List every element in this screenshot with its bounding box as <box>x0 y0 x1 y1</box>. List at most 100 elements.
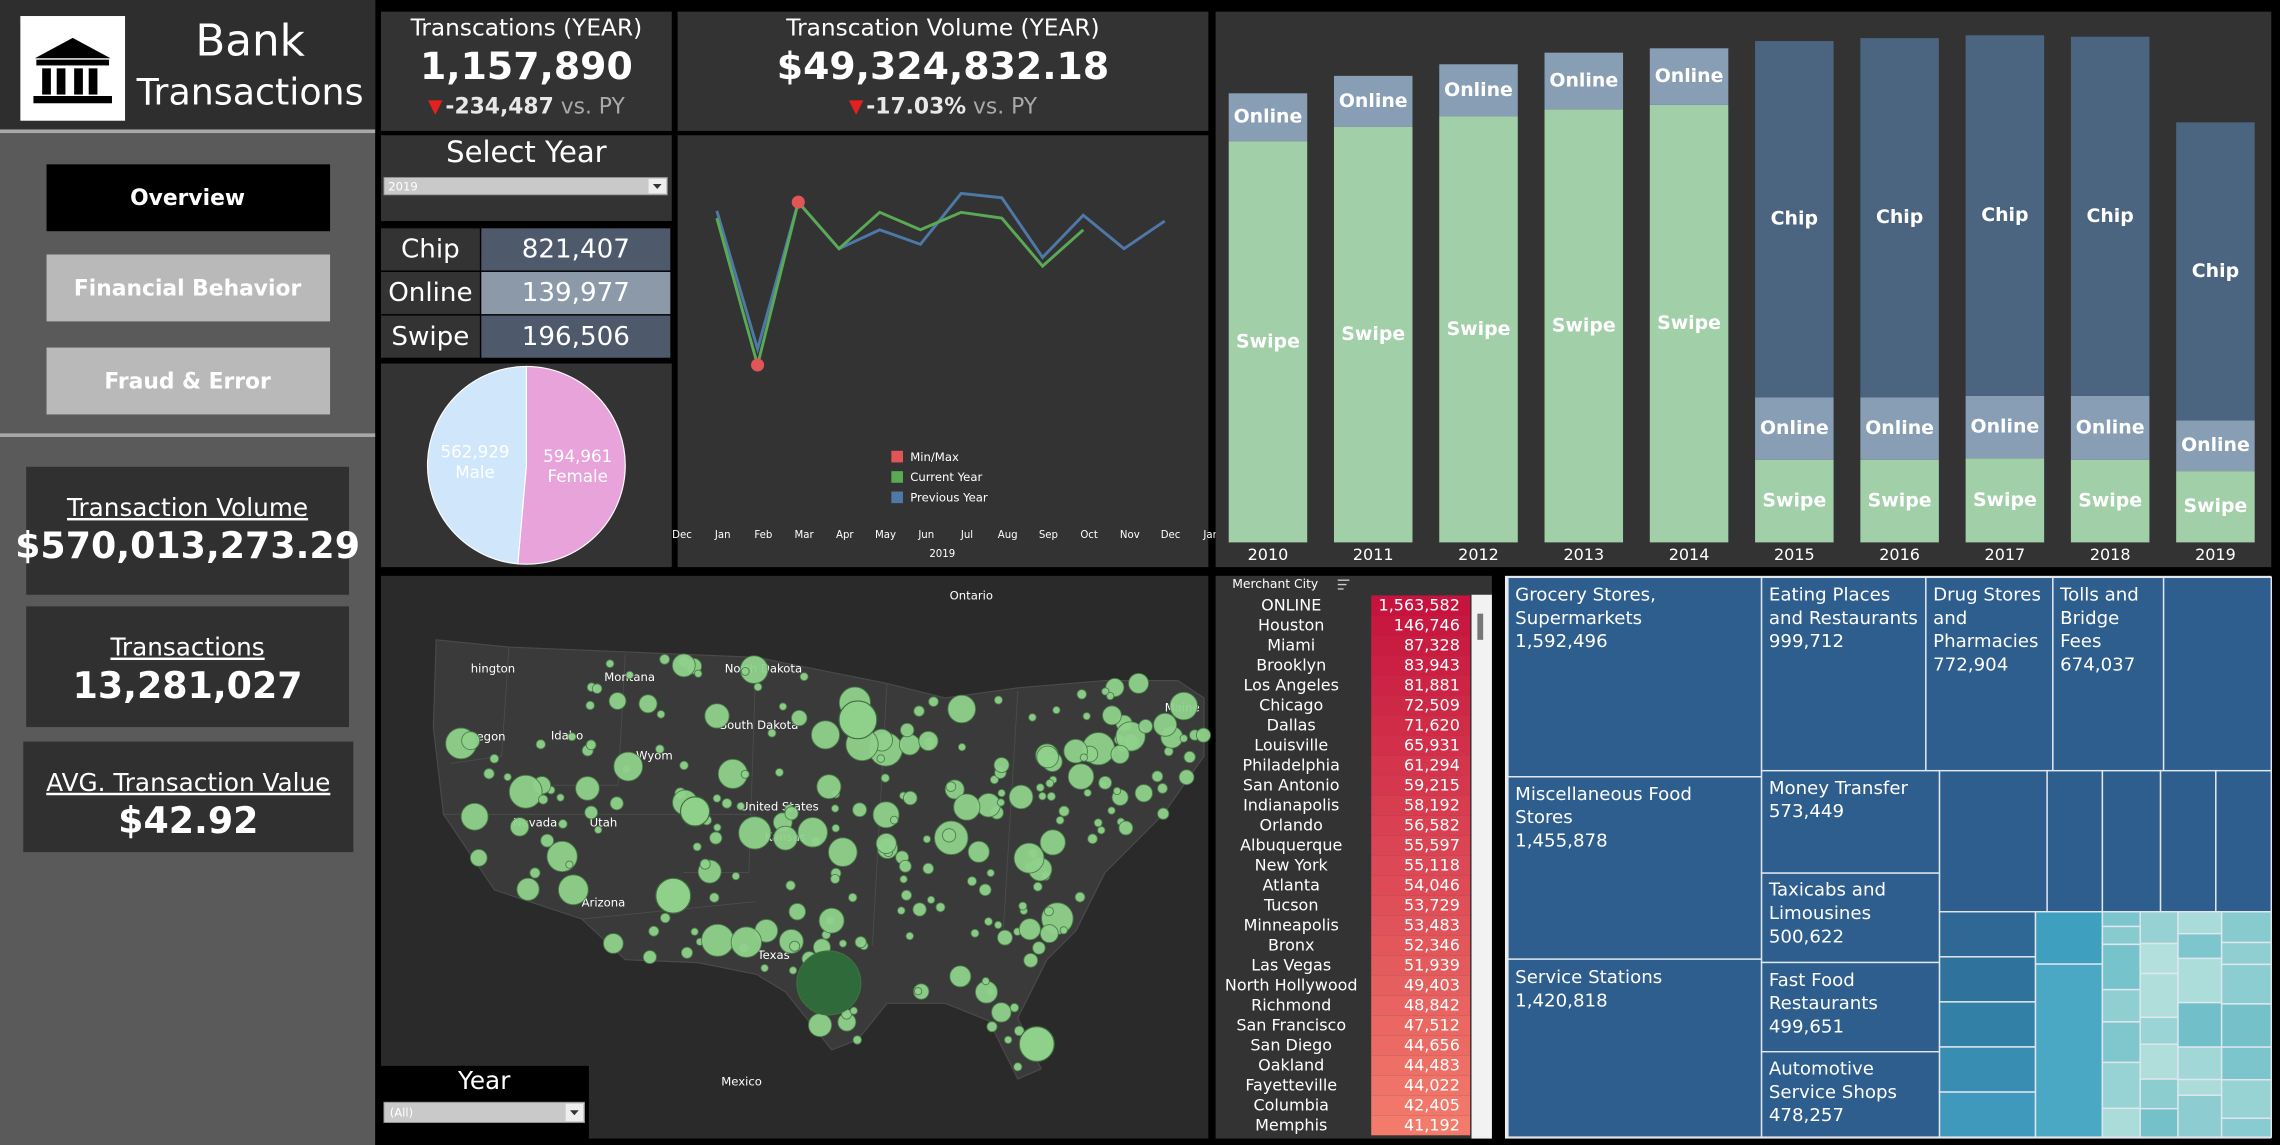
logo-icon <box>34 37 111 59</box>
dropdown[interactable] <box>383 1101 585 1124</box>
x-tick-label: Jun <box>917 530 934 541</box>
bar-segment-label: Swipe <box>1341 323 1405 345</box>
treemap-value: 499,651 <box>1768 1014 1845 1037</box>
map-bubble <box>591 683 603 694</box>
treemap-cell <box>1760 1050 1941 1138</box>
treemap-cell <box>1938 1001 2037 1048</box>
map-bubble <box>838 939 848 948</box>
treemap-cell <box>1938 1091 2037 1138</box>
city-value-cell <box>1371 1035 1471 1056</box>
map-bubble <box>690 927 699 936</box>
bar-segment <box>1965 458 2045 543</box>
map-bubble <box>1018 901 1028 911</box>
nav-button[interactable] <box>46 254 331 322</box>
map-bubble <box>816 774 842 800</box>
dropdown-value[interactable]: 2019 <box>388 179 418 193</box>
bar-segment <box>2176 471 2255 543</box>
city-value: 61,294 <box>1404 755 1460 774</box>
city-value: 53,483 <box>1404 915 1460 934</box>
map-bubble <box>1153 712 1178 737</box>
treemap-value: 500,622 <box>1768 925 1845 948</box>
map-bubble <box>613 751 644 782</box>
city-name: Atlanta <box>1263 875 1320 894</box>
nav-button-label[interactable]: Overview <box>130 186 245 211</box>
map-bubble <box>538 794 549 805</box>
map-bubble <box>922 862 935 875</box>
city-value: 55,597 <box>1404 835 1460 854</box>
dropdown-value[interactable]: (All) <box>390 1106 413 1120</box>
nav-button-label[interactable]: Fraud & Error <box>104 369 271 394</box>
bar-segment-label: Online <box>1339 90 1408 112</box>
map-bubble <box>849 1006 858 1015</box>
x-group-label: 2019 <box>929 549 955 560</box>
map-bubble <box>1074 891 1086 903</box>
map-bubble <box>1013 1062 1023 1072</box>
treemap-cell <box>2052 576 2165 772</box>
map-bubble <box>1032 881 1043 892</box>
map-bubble <box>900 722 915 738</box>
min-max-marker <box>791 195 805 209</box>
bar-segment-label: Chip <box>2087 205 2134 227</box>
treemap-cell <box>2139 911 2179 945</box>
nav-button[interactable] <box>46 164 331 232</box>
map-bubble <box>461 731 481 751</box>
logo-icon <box>88 68 98 95</box>
map-bubble <box>997 929 1013 946</box>
x-tick-label: Aug <box>998 530 1018 541</box>
line-series <box>715 199 1085 371</box>
pie-value-label: 594,961 <box>543 446 612 466</box>
city-value-cell <box>1371 835 1471 856</box>
treemap-label: Money Transfer <box>1768 776 1908 799</box>
scrollbar-thumb[interactable] <box>1477 613 1484 640</box>
map-bubble <box>1128 672 1149 694</box>
x-tick-label: 2018 <box>2090 545 2131 564</box>
city-value: 49,403 <box>1404 975 1460 994</box>
kpi-card <box>23 741 354 853</box>
map-bubble <box>993 695 1003 705</box>
city-table-header: Merchant City <box>1232 577 1318 591</box>
table-label-cell <box>380 271 480 315</box>
x-tick-label: Jan <box>1202 530 1219 541</box>
dropdown[interactable] <box>383 176 668 196</box>
bar-segment-label: Swipe <box>1657 312 1721 334</box>
table-value: 139,977 <box>522 278 630 308</box>
treemap-cell <box>2220 941 2273 966</box>
map-label: Mexico <box>721 1074 762 1088</box>
treemap-cell <box>2034 911 2104 965</box>
kpi-card-value: 13,281,027 <box>73 664 303 707</box>
map-bubble <box>889 815 899 825</box>
map-bubble <box>913 987 923 996</box>
map-bubble <box>509 817 530 837</box>
map-bubble <box>1045 779 1055 788</box>
nav-button-label[interactable]: Financial Behavior <box>74 276 302 301</box>
x-tick-label: 2019 <box>2195 545 2236 564</box>
city-name: San Antonio <box>1243 775 1340 794</box>
map-bubble <box>1055 816 1065 825</box>
map-bubble <box>655 877 692 914</box>
city-value-cell <box>1371 955 1471 976</box>
nav-button[interactable] <box>46 347 331 415</box>
map-bubble <box>1118 820 1134 836</box>
x-tick-label: May <box>875 530 896 541</box>
city-value-cell <box>1371 975 1471 996</box>
city-name: Dallas <box>1267 715 1316 734</box>
bar-segment <box>1439 116 1518 543</box>
map-bubble <box>784 806 799 821</box>
map-bubble <box>1169 691 1198 721</box>
map-bubble <box>1087 833 1098 845</box>
map-bubble <box>701 923 735 957</box>
scrollbar[interactable] <box>1471 594 1492 1139</box>
city-name: Brooklyn <box>1256 655 1326 674</box>
map-bubble <box>799 672 809 682</box>
bar-segment-label: Online <box>2181 434 2250 456</box>
city-value-cell <box>1371 1015 1471 1036</box>
map-bubble <box>1067 763 1095 790</box>
table-value-cell <box>481 271 671 315</box>
